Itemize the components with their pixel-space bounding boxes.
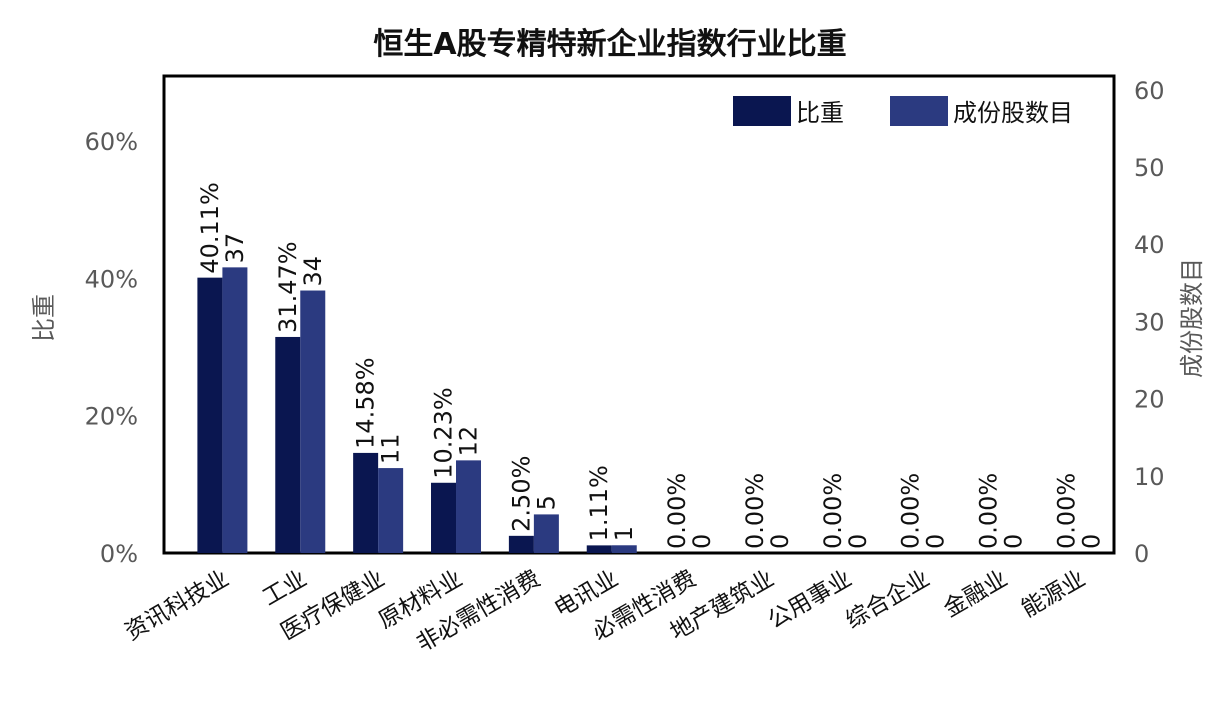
data-label-count: 12 (455, 426, 483, 457)
left-tick-label: 20% (85, 403, 138, 431)
bar-count (378, 468, 404, 553)
bar-weight (508, 535, 534, 553)
right-tick-label: 0 (1134, 540, 1149, 568)
data-label-weight: 31.47% (274, 241, 302, 333)
data-label-weight: 14.58% (352, 357, 380, 449)
legend-label-weight: 比重 (796, 99, 844, 127)
data-label-weight: 1.11% (585, 465, 613, 541)
bar-count (222, 267, 248, 553)
category-label: 公用事业 (764, 566, 857, 635)
data-label-count: 34 (299, 256, 327, 287)
data-label-weight: 0.00% (819, 473, 847, 549)
left-tick-label: 40% (85, 265, 138, 293)
data-label-count: 0 (766, 534, 794, 549)
data-label-count: 37 (221, 233, 249, 264)
legend-swatch-count (890, 96, 948, 126)
category-label: 工业 (258, 566, 311, 612)
bar-count (456, 460, 482, 553)
data-label-weight: 0.00% (741, 473, 769, 549)
right-tick-label: 60 (1134, 77, 1165, 105)
data-label-weight: 0.00% (663, 473, 691, 549)
bar-count (611, 545, 637, 553)
left-tick-label: 60% (85, 128, 138, 156)
right-tick-label: 10 (1134, 463, 1165, 491)
chart-title: 恒生A股专精特新企业指数行业比重 (373, 27, 846, 62)
data-label-weight: 0.00% (1052, 473, 1080, 549)
bar-weight (275, 336, 301, 553)
bar-weight (197, 277, 223, 553)
left-axis-title: 比重 (30, 294, 58, 342)
legend-label-count: 成份股数目 (953, 99, 1073, 127)
category-label: 金融业 (939, 566, 1012, 623)
data-label-count: 0 (1000, 534, 1028, 549)
category-label: 能源业 (1017, 566, 1090, 623)
data-labels-layer: 40.11%37 31.47%34 14.58%11 10.23%12 2.50%5 1.… (196, 182, 1106, 549)
plot-frame (162, 74, 1116, 555)
right-tick-label: 50 (1134, 154, 1165, 182)
left-axis: 0% 20% 40% 60% (85, 128, 138, 568)
data-label-count: 0 (688, 534, 716, 549)
data-label-count: 0 (922, 534, 950, 549)
left-tick-label: 0% (100, 540, 138, 568)
bars-layer (197, 267, 637, 553)
data-label-count: 1 (610, 526, 638, 541)
bar-count (300, 290, 326, 553)
data-label-weight: 2.50% (507, 456, 535, 532)
right-tick-label: 40 (1134, 231, 1165, 259)
legend: 比重 成份股数目 (733, 96, 1073, 127)
legend-swatch-weight (733, 96, 791, 126)
data-label-weight: 0.00% (975, 473, 1003, 549)
bar-weight (353, 452, 379, 553)
category-label: 资讯科技业 (121, 566, 234, 646)
bar-weight (586, 545, 612, 553)
data-label-weight: 10.23% (430, 387, 458, 479)
data-label-count: 0 (844, 534, 872, 549)
data-label-count: 0 (1077, 534, 1105, 549)
bar-weight (431, 482, 457, 553)
right-axis: 0 10 20 30 40 50 60 (1134, 77, 1165, 568)
data-label-weight: 40.11% (196, 182, 224, 274)
right-tick-label: 20 (1134, 386, 1165, 414)
data-label-weight: 0.00% (897, 473, 925, 549)
right-axis-title: 成份股数目 (1178, 258, 1206, 378)
data-label-count: 5 (532, 495, 560, 510)
right-tick-label: 30 (1134, 308, 1165, 336)
bar-count (533, 514, 559, 553)
category-label: 综合企业 (842, 566, 935, 635)
data-label-count: 11 (377, 434, 405, 465)
